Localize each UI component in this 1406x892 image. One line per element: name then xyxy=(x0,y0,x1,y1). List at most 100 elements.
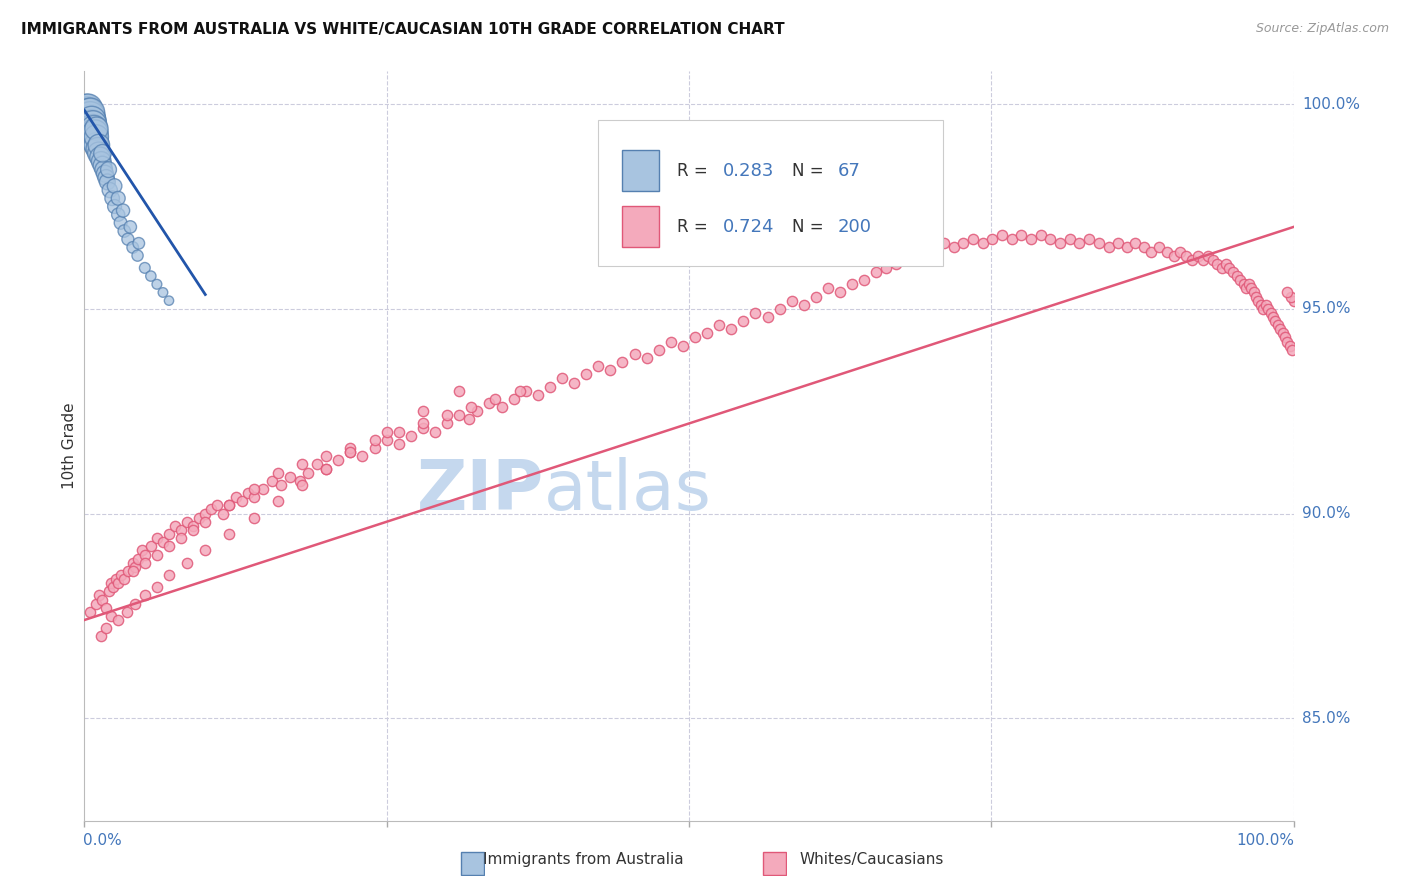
Point xyxy=(76,113,98,128)
Point xyxy=(449,409,471,423)
Point xyxy=(134,260,156,275)
Point xyxy=(94,167,117,181)
Point xyxy=(75,105,97,120)
Text: N =: N = xyxy=(792,162,828,180)
Point xyxy=(1010,228,1032,243)
Point xyxy=(904,249,927,263)
Point xyxy=(709,318,731,333)
Point xyxy=(79,113,101,128)
Point xyxy=(157,539,180,553)
Point xyxy=(278,469,301,483)
Point xyxy=(1251,301,1274,316)
Point xyxy=(1222,265,1244,279)
Point xyxy=(170,523,193,537)
Point xyxy=(1279,289,1302,303)
Point xyxy=(515,384,537,398)
Point xyxy=(1277,285,1299,300)
Point xyxy=(152,285,174,300)
Point xyxy=(86,138,108,153)
Point xyxy=(830,285,852,300)
Point xyxy=(875,260,897,275)
Point xyxy=(212,507,235,521)
Point xyxy=(1107,236,1129,251)
Point xyxy=(297,466,319,480)
Point xyxy=(101,191,124,205)
Point xyxy=(77,118,100,132)
Point xyxy=(188,510,211,524)
Point xyxy=(1237,277,1260,292)
Point xyxy=(1069,236,1091,251)
Point xyxy=(77,105,100,120)
Point xyxy=(363,441,385,455)
Point xyxy=(991,228,1014,243)
Point xyxy=(80,121,103,136)
Point xyxy=(93,162,115,177)
Point xyxy=(84,126,107,140)
Point xyxy=(225,490,247,504)
Point xyxy=(538,379,561,393)
Point xyxy=(127,249,149,263)
Point xyxy=(96,175,118,189)
Point xyxy=(79,118,101,132)
Point xyxy=(124,597,146,611)
Point xyxy=(804,289,827,303)
Point xyxy=(121,556,143,570)
Point xyxy=(103,580,125,594)
Point xyxy=(270,478,292,492)
Point xyxy=(260,474,283,488)
Point xyxy=(90,629,112,643)
Point xyxy=(932,236,955,251)
Point xyxy=(388,425,411,439)
Point xyxy=(157,293,180,308)
Point xyxy=(1049,236,1071,251)
Point xyxy=(1039,232,1062,246)
Point xyxy=(575,368,598,382)
Point xyxy=(981,232,1004,246)
Point xyxy=(1277,334,1299,349)
Point xyxy=(1187,249,1209,263)
Point xyxy=(817,281,839,295)
Point xyxy=(1192,252,1215,267)
Point xyxy=(107,208,129,222)
Point xyxy=(942,240,965,254)
Point xyxy=(623,347,645,361)
Point xyxy=(388,437,411,451)
Point xyxy=(1250,298,1272,312)
Point xyxy=(87,138,110,153)
Point xyxy=(457,412,479,426)
Point xyxy=(207,499,229,513)
Point xyxy=(449,384,471,398)
Text: Immigrants from Australia: Immigrants from Australia xyxy=(484,852,683,867)
Point xyxy=(484,392,506,406)
Point xyxy=(1206,257,1229,271)
Point xyxy=(107,576,129,591)
Point xyxy=(672,339,695,353)
Point xyxy=(399,429,422,443)
Point xyxy=(79,105,101,120)
Text: ZIP: ZIP xyxy=(416,458,544,524)
Point xyxy=(491,400,513,414)
Point xyxy=(1029,228,1052,243)
Point xyxy=(83,121,105,136)
Point xyxy=(1226,269,1249,284)
Point xyxy=(77,109,100,123)
Point xyxy=(152,535,174,549)
Text: 200: 200 xyxy=(838,219,872,236)
Point xyxy=(793,298,815,312)
Y-axis label: 10th Grade: 10th Grade xyxy=(62,402,77,490)
Point xyxy=(1234,281,1257,295)
Point xyxy=(77,121,100,136)
Point xyxy=(1270,322,1292,336)
Point xyxy=(733,314,755,328)
Point xyxy=(865,265,887,279)
Point xyxy=(1001,232,1024,246)
Point xyxy=(1097,240,1119,254)
Point xyxy=(768,301,790,316)
Point xyxy=(375,425,398,439)
FancyBboxPatch shape xyxy=(763,852,786,875)
Point xyxy=(509,384,531,398)
Point xyxy=(84,134,107,148)
Point xyxy=(82,121,104,136)
Point xyxy=(647,343,671,357)
Point xyxy=(412,420,434,434)
